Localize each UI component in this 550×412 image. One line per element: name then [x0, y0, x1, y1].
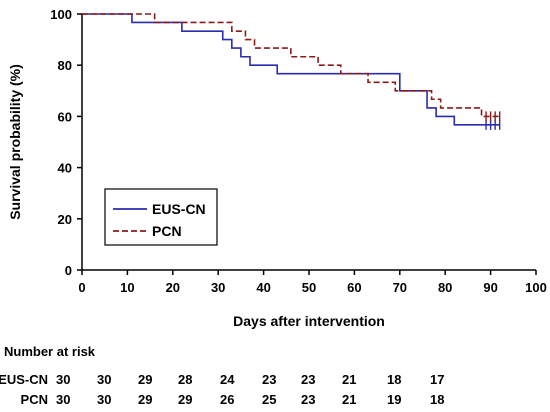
- x-tick-label: 40: [256, 280, 270, 295]
- x-axis-ticks: 0 10 20 30 40 50 60 70 80 90 100: [78, 270, 547, 295]
- y-axis-ticks: 0 20 40 60 80 100: [50, 7, 82, 278]
- risk-cell: 23: [262, 372, 276, 387]
- risk-cell: 17: [430, 372, 444, 387]
- y-tick-label: 80: [58, 58, 72, 73]
- risk-cell: 23: [301, 392, 315, 407]
- x-tick-label: 70: [393, 280, 407, 295]
- risk-table-title: Number at risk: [4, 344, 96, 359]
- x-tick-label: 100: [525, 280, 547, 295]
- risk-cell: 28: [178, 372, 192, 387]
- risk-cell: 30: [56, 372, 70, 387]
- risk-cell: 21: [342, 392, 356, 407]
- legend-label: PCN: [152, 223, 182, 239]
- risk-cell: 29: [138, 392, 152, 407]
- risk-cell: 21: [342, 372, 356, 387]
- y-axis-title: Survival probability (%): [7, 64, 23, 220]
- x-tick-label: 0: [78, 280, 85, 295]
- x-tick-label: 10: [120, 280, 134, 295]
- y-tick-label: 0: [65, 263, 72, 278]
- risk-cell: 30: [97, 392, 111, 407]
- x-axis-title: Days after intervention: [233, 313, 385, 329]
- risk-cell: 29: [138, 372, 152, 387]
- risk-cell: 26: [220, 392, 234, 407]
- risk-row-label: EUS-CN: [0, 372, 48, 387]
- risk-cell: 30: [56, 392, 70, 407]
- y-tick-label: 60: [58, 109, 72, 124]
- risk-cell: 23: [301, 372, 315, 387]
- legend-box: [104, 188, 218, 246]
- risk-cell: 24: [220, 372, 235, 387]
- risk-cell: 19: [387, 392, 401, 407]
- series-group: [82, 13, 501, 130]
- risk-cell: 18: [387, 372, 401, 387]
- x-tick-label: 30: [211, 280, 225, 295]
- risk-cell: 25: [262, 392, 276, 407]
- risk-cell: 29: [178, 392, 192, 407]
- series-line-eus-cn: [82, 13, 500, 126]
- x-tick-label: 60: [347, 280, 361, 295]
- x-tick-label: 80: [438, 280, 452, 295]
- risk-cell: 18: [430, 392, 444, 407]
- x-tick-label: 20: [166, 280, 180, 295]
- y-tick-label: 20: [58, 212, 72, 227]
- y-tick-label: 100: [50, 7, 72, 22]
- y-tick-label: 40: [58, 161, 72, 176]
- series-line-pcn: [82, 13, 500, 118]
- legend-label: EUS-CN: [152, 201, 206, 217]
- legend: EUS-CN PCN: [104, 188, 218, 246]
- risk-row-label: PCN: [21, 392, 48, 407]
- risk-cell: 30: [97, 372, 111, 387]
- x-tick-label: 50: [302, 280, 316, 295]
- risk-table: Number at risk EUS-CN 30 30 29 28 24 23 23 21 18 17…: [0, 344, 444, 407]
- x-tick-label: 90: [483, 280, 497, 295]
